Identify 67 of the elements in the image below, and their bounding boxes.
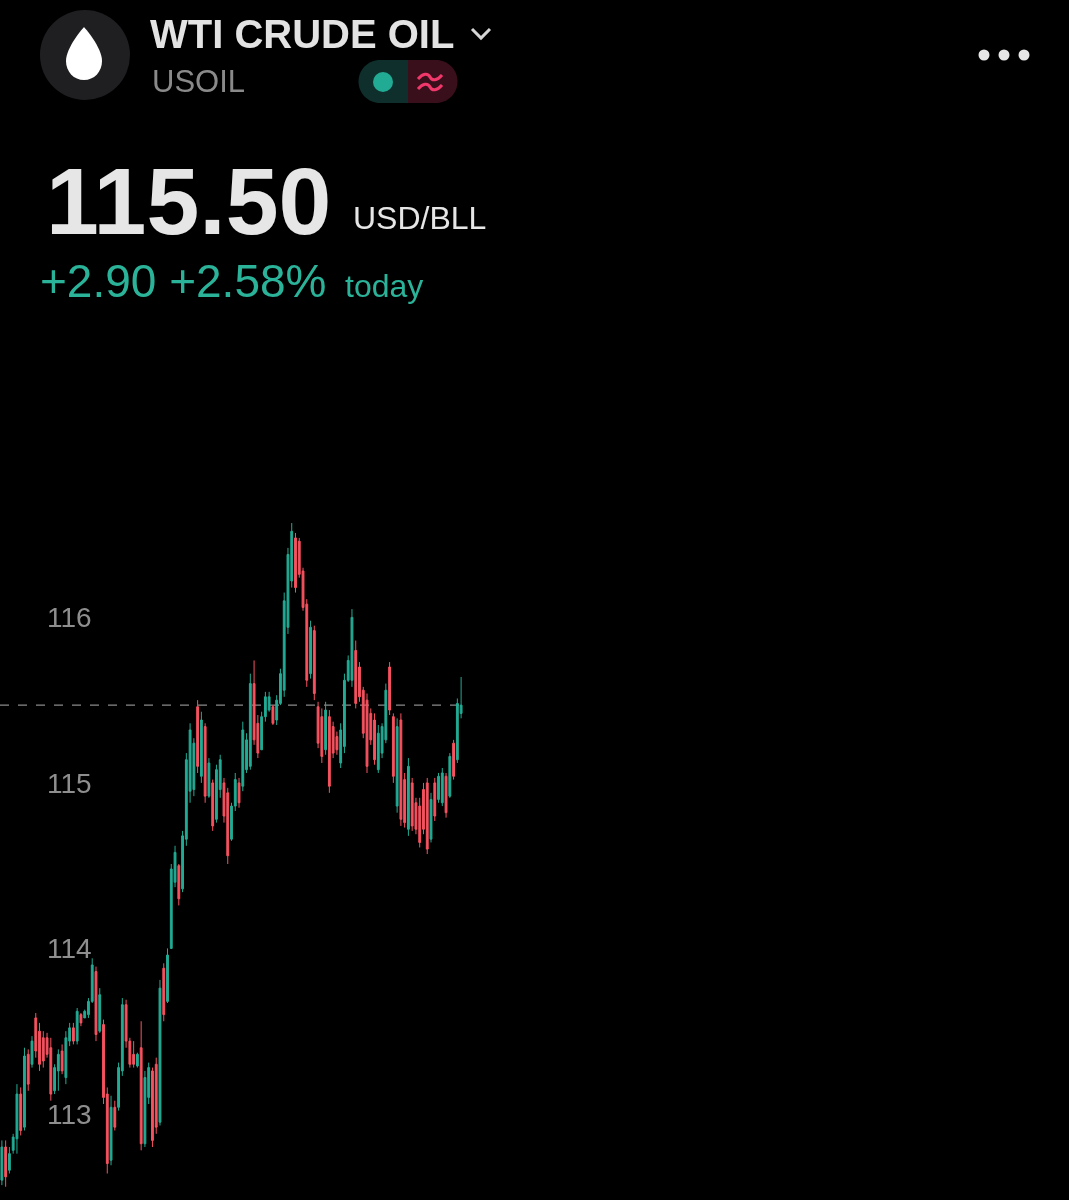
candlestick bbox=[203, 722, 207, 804]
candlestick bbox=[399, 712, 403, 827]
candlestick bbox=[376, 724, 380, 774]
candlestick bbox=[196, 699, 200, 774]
candlestick bbox=[177, 863, 181, 906]
candlestick bbox=[327, 709, 331, 794]
candlestick bbox=[166, 947, 169, 1004]
candlestick bbox=[437, 772, 440, 804]
candlestick bbox=[49, 1037, 53, 1102]
candlestick bbox=[373, 712, 376, 766]
y-tick-label: 114 bbox=[47, 933, 92, 965]
candlestick bbox=[162, 962, 166, 1022]
candlestick bbox=[237, 777, 241, 809]
candlestick bbox=[211, 779, 215, 832]
text: USOIL bbox=[152, 64, 246, 99]
y-tick-label: 113 bbox=[47, 1098, 92, 1130]
y-tick-label: 116 bbox=[47, 602, 92, 634]
candlestick bbox=[452, 739, 456, 781]
candlestick bbox=[199, 711, 203, 784]
candlestick bbox=[350, 608, 354, 688]
candlestick bbox=[407, 757, 410, 837]
candlestick bbox=[135, 1052, 139, 1069]
candlestick bbox=[56, 1048, 60, 1092]
candlestick bbox=[429, 792, 433, 843]
candlestick bbox=[26, 1048, 30, 1092]
candlestick bbox=[0, 1139, 4, 1186]
candlestick bbox=[448, 752, 452, 799]
candlestick bbox=[271, 704, 275, 726]
candlestick bbox=[241, 721, 245, 792]
annotation: today bbox=[345, 268, 424, 304]
candlestick bbox=[354, 640, 358, 709]
chart-title: WTI CRUDE OIL bbox=[150, 12, 455, 56]
annotation: USD/BLL bbox=[353, 200, 487, 236]
candlestick bbox=[440, 767, 444, 807]
candlestick bbox=[425, 777, 429, 855]
candlestick bbox=[248, 673, 252, 771]
candlestick bbox=[71, 1022, 75, 1045]
candlestick bbox=[79, 1012, 83, 1027]
candlestick bbox=[395, 717, 399, 814]
candlestick bbox=[94, 966, 98, 1042]
annotation: +2.90 +2.58% bbox=[40, 255, 327, 307]
candlestick bbox=[433, 777, 437, 822]
candlestick bbox=[388, 661, 392, 716]
candlestick bbox=[30, 1035, 34, 1069]
candlestick bbox=[113, 1100, 117, 1131]
candlestick bbox=[309, 620, 312, 680]
candlestick bbox=[23, 1047, 26, 1131]
candlestick bbox=[139, 1020, 143, 1151]
candlestick bbox=[312, 625, 316, 701]
candlestick bbox=[158, 979, 162, 1127]
candlestick bbox=[75, 1007, 79, 1045]
candlestick bbox=[324, 701, 328, 756]
candlestick bbox=[391, 712, 395, 784]
candlestick bbox=[98, 987, 102, 1034]
candlestick bbox=[60, 1043, 64, 1075]
candlestick bbox=[19, 1086, 23, 1136]
candlestick bbox=[294, 532, 297, 594]
candlestick bbox=[7, 1146, 11, 1175]
candlestick bbox=[410, 777, 414, 832]
candlestick bbox=[4, 1139, 8, 1188]
candlestick bbox=[15, 1083, 19, 1155]
y-tick-label: 115 bbox=[47, 767, 92, 799]
annotation: 115.50 bbox=[46, 148, 332, 254]
candlestick bbox=[132, 1040, 136, 1069]
candlestick bbox=[207, 757, 211, 799]
candlestick bbox=[444, 772, 448, 819]
candlestick bbox=[109, 1095, 113, 1166]
